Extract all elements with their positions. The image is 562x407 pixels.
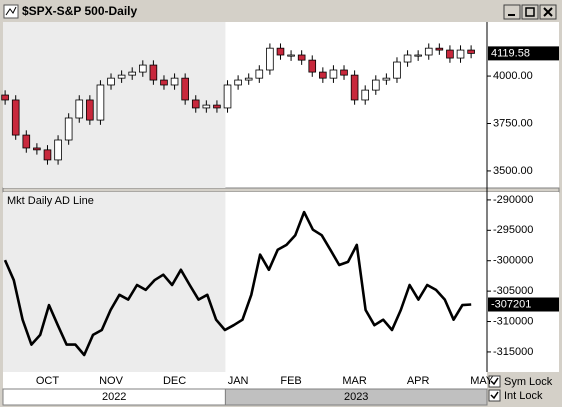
candle-body [308, 59, 317, 73]
candle-body [371, 79, 380, 91]
candle-body [138, 64, 147, 73]
candle-body [456, 49, 465, 59]
ad-axis [487, 192, 559, 372]
maximize-button[interactable] [521, 4, 539, 20]
x-tick-label: MAR [342, 375, 367, 387]
int-lock-label: Int Lock [504, 390, 543, 402]
candle-body [414, 54, 422, 57]
candle-body [128, 71, 137, 76]
y-tick-label: -300000 [493, 255, 533, 267]
check [490, 391, 499, 400]
candle-body [266, 47, 274, 71]
checkbox[interactable] [488, 375, 501, 388]
candle-body [319, 71, 327, 79]
candle-body [287, 54, 295, 57]
candle-body [329, 69, 338, 79]
year-band [224, 388, 488, 406]
candle-body [96, 84, 105, 121]
candle-body [297, 54, 306, 61]
y-tick-label: 3500.00 [493, 165, 533, 177]
candle-body [43, 149, 52, 161]
checkbox[interactable] [488, 389, 501, 402]
x-tick-label: DEC [163, 375, 186, 387]
candle-body [467, 49, 475, 54]
y-tick-label: 3750.00 [493, 117, 533, 129]
y-tick-label: -295000 [493, 224, 533, 236]
candle-body [424, 47, 433, 56]
window-title: $SPX-S&P 500-Daily [22, 4, 137, 18]
app-icon [3, 4, 19, 19]
panel-divider [2, 187, 560, 193]
close-glyph [543, 7, 553, 17]
y-tick-label: -310000 [493, 315, 533, 327]
month-axis [3, 372, 487, 389]
sym-lock[interactable]: Sym Lock [488, 375, 553, 388]
candle-body [11, 99, 20, 136]
candle-body [234, 79, 242, 86]
candle-body [64, 117, 73, 141]
shading [3, 22, 226, 372]
x-tick-label: JAN [228, 375, 249, 387]
y-tick-label: -315000 [493, 346, 533, 358]
x-tick-label: FEB [280, 375, 301, 387]
y-tick-label: 4000.00 [493, 70, 533, 82]
candle-body [160, 79, 168, 86]
maximize-glyph [525, 7, 535, 17]
last-value-box [488, 46, 559, 61]
candle-body [276, 47, 285, 56]
int-lock[interactable]: Int Lock [488, 389, 543, 402]
candle-body [350, 74, 359, 101]
candle-body [361, 89, 370, 101]
candle-body [223, 84, 232, 109]
candle-body [33, 147, 41, 151]
last-value-label: -307201 [491, 298, 531, 310]
year-label: 2022 [102, 391, 126, 403]
period-shade [3, 22, 226, 188]
candle-body [191, 99, 200, 109]
period-shade [3, 192, 226, 372]
y-tick-label: -290000 [493, 194, 533, 206]
minimize-button[interactable] [503, 4, 521, 20]
window-buttons[interactable] [503, 4, 557, 20]
candle-body [446, 49, 454, 59]
x-tick-label: APR [407, 375, 430, 387]
x-tick-label: MAY [470, 375, 494, 387]
candle-body [435, 47, 444, 51]
last-value-box [488, 297, 559, 312]
candle-body [244, 77, 253, 81]
app-icon-glyph [5, 6, 17, 16]
x-tick-label: NOV [99, 375, 124, 387]
candle-body [86, 99, 94, 121]
ad-title: Mkt Daily AD Line [7, 195, 94, 207]
candle-body [75, 99, 84, 119]
candle-body [54, 139, 62, 161]
candle-body [340, 69, 348, 76]
candle-body [1, 94, 9, 101]
candle-body [255, 69, 264, 79]
candle-body [382, 77, 391, 81]
candle-body [170, 77, 179, 86]
candle-body [202, 104, 211, 109]
candle-body [403, 54, 412, 63]
last-value-label: 4119.58 [491, 47, 530, 59]
candle-body [22, 134, 31, 149]
year-label: 2023 [344, 391, 368, 403]
candle-body [107, 77, 115, 86]
candle-body [149, 64, 158, 81]
candle-body [117, 74, 126, 79]
title-bar [2, 2, 560, 21]
sym-lock-label: Sym Lock [504, 376, 553, 388]
candle-body [181, 77, 189, 101]
y-tick-label: -305000 [493, 285, 533, 297]
check [490, 377, 499, 386]
x-tick-label: OCT [36, 375, 60, 387]
candle-body [393, 61, 401, 79]
candle-body [213, 104, 221, 109]
ad-line [3, 210, 472, 357]
